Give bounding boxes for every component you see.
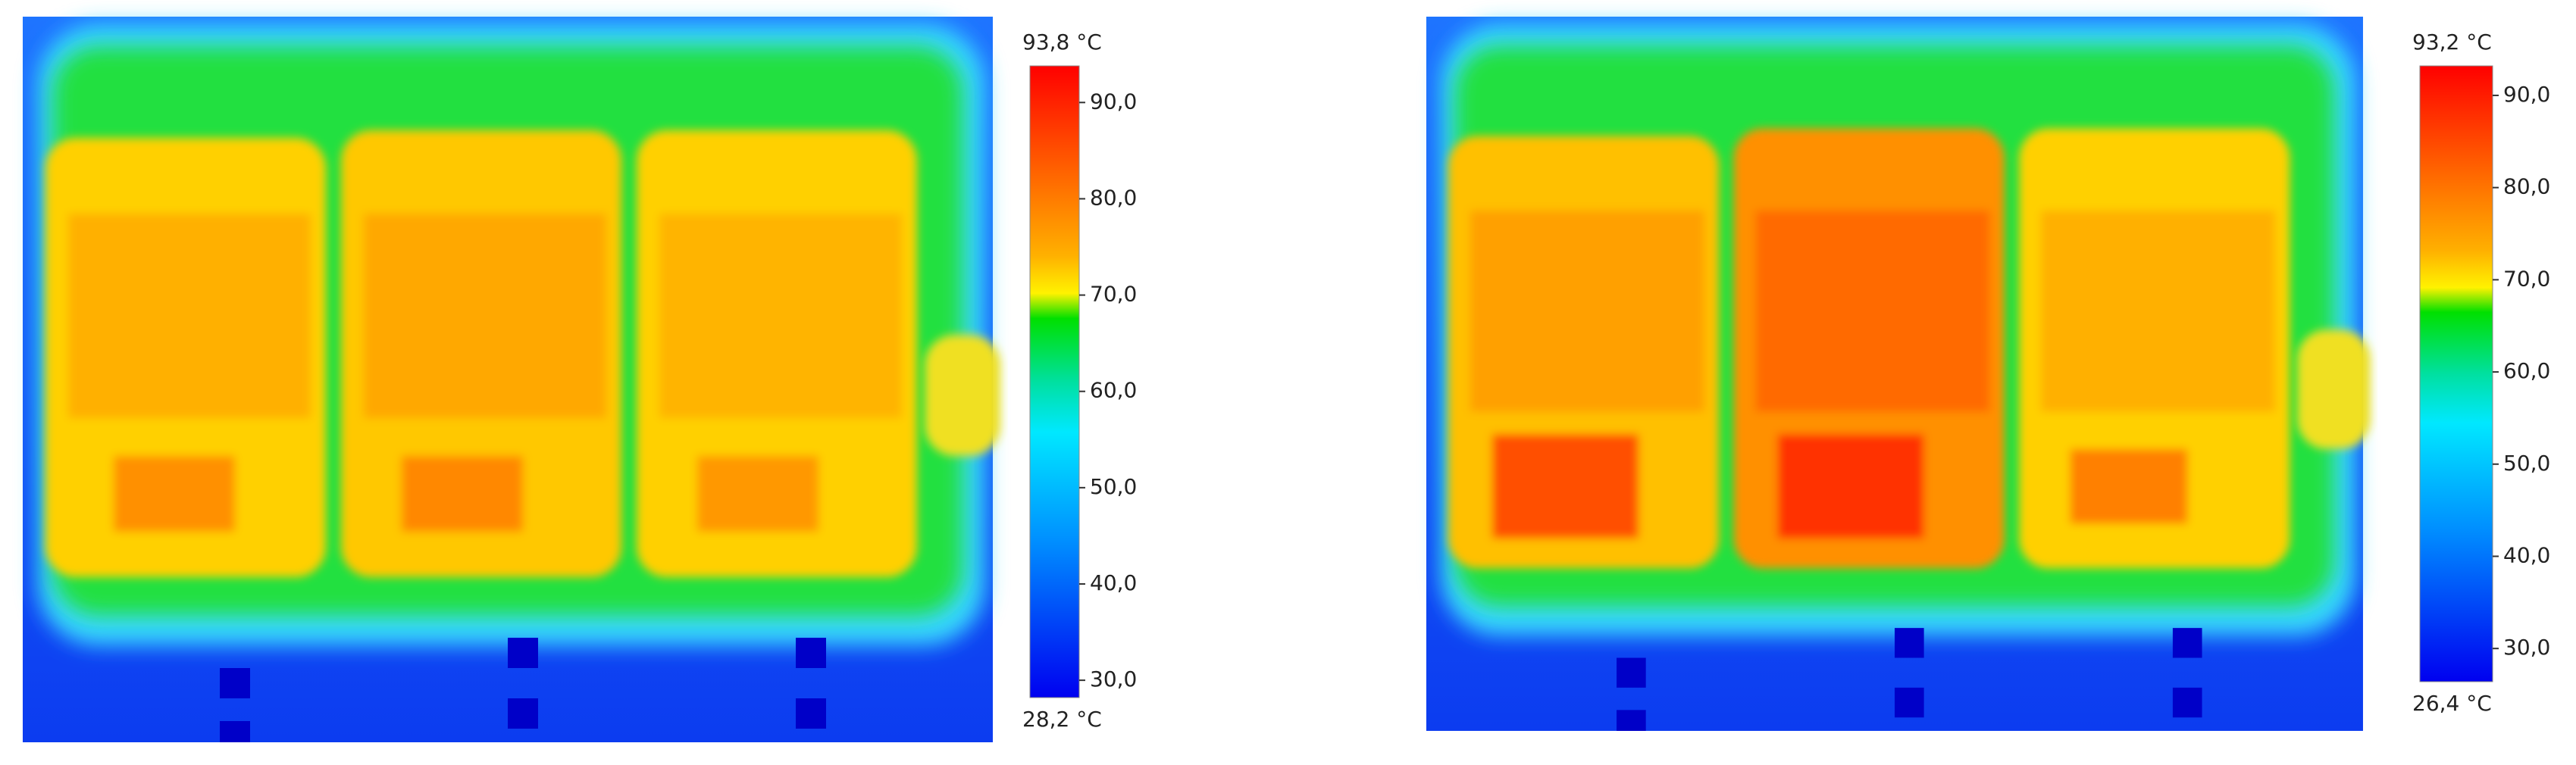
tick-label: 90,0: [2503, 82, 2550, 107]
tick-label: 50,0: [1090, 474, 1137, 499]
thermal-image: [23, 17, 1000, 742]
colorbar-max-label: 93,2 °C: [2412, 30, 2492, 55]
tick-label: 70,0: [1090, 282, 1137, 307]
tick-label: 40,0: [1090, 570, 1137, 595]
tick-label: 30,0: [2503, 635, 2550, 660]
tick-label: 50,0: [2503, 451, 2550, 476]
colorbar-max-label: 93,8 °C: [1022, 30, 1102, 55]
colorbar-min-label: 28,2 °C: [1022, 707, 1102, 732]
colorbar-min-label: 26,4 °C: [2412, 691, 2492, 716]
colorbar: [1029, 65, 1080, 698]
thermal-image: [1426, 17, 2371, 731]
tick-label: 70,0: [2503, 266, 2550, 291]
tick-label: 40,0: [2503, 542, 2550, 567]
colorbar: [2419, 65, 2493, 682]
tick-label: 30,0: [1090, 667, 1137, 692]
tick-label: 60,0: [1090, 378, 1137, 403]
tick-label: 90,0: [1090, 89, 1137, 114]
tick-label: 80,0: [1090, 185, 1137, 210]
tick-label: 80,0: [2503, 174, 2550, 199]
tick-label: 60,0: [2503, 358, 2550, 383]
